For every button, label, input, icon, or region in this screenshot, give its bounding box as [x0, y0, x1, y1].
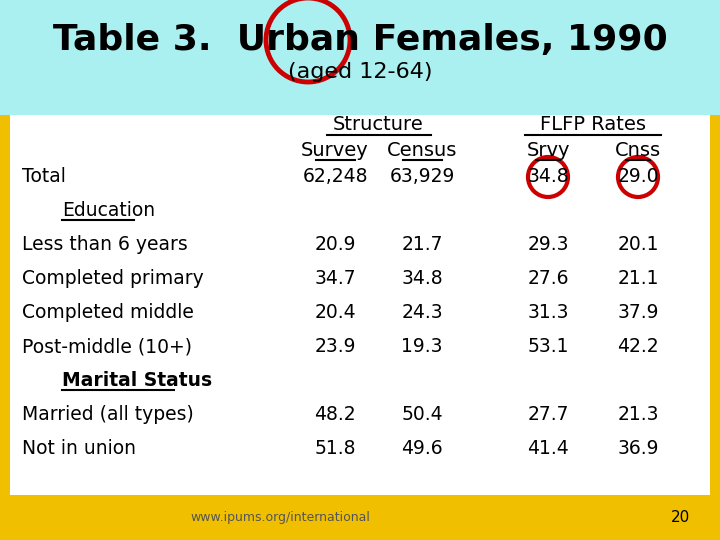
Text: 31.3: 31.3 — [527, 303, 569, 322]
Text: Completed middle: Completed middle — [22, 303, 194, 322]
Text: 27.6: 27.6 — [527, 269, 569, 288]
Text: 62,248: 62,248 — [302, 167, 368, 186]
Text: 24.3: 24.3 — [401, 303, 443, 322]
Text: 23.9: 23.9 — [314, 338, 356, 356]
Text: 29.3: 29.3 — [527, 235, 569, 254]
Text: 21.1: 21.1 — [617, 269, 659, 288]
Text: Cnss: Cnss — [615, 140, 661, 159]
Text: Structure: Structure — [333, 116, 424, 134]
Text: 37.9: 37.9 — [617, 303, 659, 322]
Text: Education: Education — [62, 201, 155, 220]
Text: Census: Census — [387, 140, 457, 159]
Text: 34.7: 34.7 — [314, 269, 356, 288]
Text: 20.4: 20.4 — [314, 303, 356, 322]
Text: Post-middle (10+): Post-middle (10+) — [22, 338, 192, 356]
Text: Marital Status: Marital Status — [62, 372, 212, 390]
Text: Table 3.  Urban Females, 1990: Table 3. Urban Females, 1990 — [53, 23, 667, 57]
Text: 20.1: 20.1 — [617, 235, 659, 254]
Text: 49.6: 49.6 — [401, 440, 443, 458]
Text: 53.1: 53.1 — [527, 338, 569, 356]
Text: Total: Total — [22, 167, 66, 186]
Text: Survey: Survey — [301, 140, 369, 159]
Text: 21.7: 21.7 — [401, 235, 443, 254]
Text: 27.7: 27.7 — [527, 406, 569, 424]
Text: 29.0: 29.0 — [617, 167, 659, 186]
Text: 21.3: 21.3 — [617, 406, 659, 424]
Text: 48.2: 48.2 — [314, 406, 356, 424]
Text: 19.3: 19.3 — [401, 338, 443, 356]
Text: 50.4: 50.4 — [401, 406, 443, 424]
Text: FLFP Rates: FLFP Rates — [540, 116, 646, 134]
FancyBboxPatch shape — [10, 115, 710, 495]
Text: 63,929: 63,929 — [390, 167, 455, 186]
FancyBboxPatch shape — [0, 0, 720, 115]
Text: 20: 20 — [670, 510, 690, 525]
Text: Less than 6 years: Less than 6 years — [22, 235, 188, 254]
Text: 20.9: 20.9 — [314, 235, 356, 254]
Text: 34.8: 34.8 — [527, 167, 569, 186]
Text: Completed primary: Completed primary — [22, 269, 204, 288]
Text: Not in union: Not in union — [22, 440, 136, 458]
Text: Srvy: Srvy — [526, 140, 570, 159]
Text: www.ipums.org/international: www.ipums.org/international — [190, 511, 370, 524]
Text: 51.8: 51.8 — [314, 440, 356, 458]
Text: Married (all types): Married (all types) — [22, 406, 194, 424]
Text: 34.8: 34.8 — [401, 269, 443, 288]
Text: 41.4: 41.4 — [527, 440, 569, 458]
Text: 42.2: 42.2 — [617, 338, 659, 356]
Text: 36.9: 36.9 — [617, 440, 659, 458]
Text: (aged 12-64): (aged 12-64) — [288, 62, 432, 82]
